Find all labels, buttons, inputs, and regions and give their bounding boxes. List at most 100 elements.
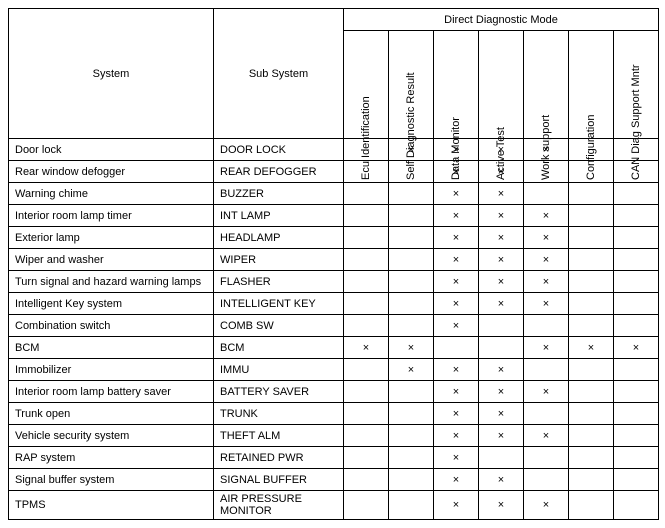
cell-mode-mark: × [479, 227, 524, 249]
table-row: Rear window defoggerREAR DEFOGGER×× [9, 161, 659, 183]
cell-mode-mark: × [614, 337, 659, 359]
cell-mode-mark [344, 293, 389, 315]
cell-mode-mark [389, 469, 434, 491]
cell-mode-mark [389, 183, 434, 205]
cell-mode-mark: × [479, 403, 524, 425]
cell-mode-mark [569, 381, 614, 403]
cell-mode-mark [614, 425, 659, 447]
header-mode-configuration: Configuration [569, 31, 614, 139]
table-row: Intelligent Key systemINTELLIGENT KEY××× [9, 293, 659, 315]
cell-mode-mark [344, 205, 389, 227]
cell-mode-mark [569, 491, 614, 520]
cell-mode-mark [614, 447, 659, 469]
cell-mode-mark: × [479, 381, 524, 403]
cell-sub-system: INT LAMP [214, 205, 344, 227]
cell-mode-mark [614, 469, 659, 491]
header-mode-label: Active Test [495, 72, 507, 180]
diagnostic-mode-table: System Sub System Direct Diagnostic Mode… [8, 8, 659, 520]
cell-system: Signal buffer system [9, 469, 214, 491]
cell-system: Turn signal and hazard warning lamps [9, 271, 214, 293]
cell-mode-mark [524, 403, 569, 425]
cell-system: Door lock [9, 139, 214, 161]
cell-mode-mark [434, 337, 479, 359]
table-row: Wiper and washerWIPER××× [9, 249, 659, 271]
cell-mode-mark [614, 271, 659, 293]
cell-mode-mark: × [479, 359, 524, 381]
cell-mode-mark [344, 469, 389, 491]
cell-mode-mark [569, 447, 614, 469]
cell-mode-mark: × [479, 293, 524, 315]
table-row: Trunk openTRUNK×× [9, 403, 659, 425]
cell-mode-mark [569, 293, 614, 315]
cell-mode-mark [614, 381, 659, 403]
cell-system: Immobilizer [9, 359, 214, 381]
cell-mode-mark [344, 447, 389, 469]
cell-sub-system: DOOR LOCK [214, 139, 344, 161]
cell-mode-mark [614, 315, 659, 337]
cell-mode-mark [389, 293, 434, 315]
table-row: Exterior lampHEADLAMP××× [9, 227, 659, 249]
cell-sub-system: COMB SW [214, 315, 344, 337]
cell-mode-mark [614, 227, 659, 249]
cell-mode-mark [389, 491, 434, 520]
cell-mode-mark: × [434, 293, 479, 315]
cell-mode-mark: × [389, 359, 434, 381]
cell-mode-mark: × [389, 337, 434, 359]
table-row: ImmobilizerIMMU××× [9, 359, 659, 381]
cell-mode-mark: × [569, 337, 614, 359]
cell-mode-mark [344, 381, 389, 403]
cell-mode-mark [389, 315, 434, 337]
cell-mode-mark [524, 359, 569, 381]
cell-mode-mark [389, 205, 434, 227]
cell-mode-mark [479, 315, 524, 337]
table-row: TPMSAIR PRESSURE MONITOR××× [9, 491, 659, 520]
cell-mode-mark: × [434, 205, 479, 227]
cell-mode-mark: × [524, 227, 569, 249]
cell-mode-mark: × [344, 337, 389, 359]
cell-mode-mark [614, 403, 659, 425]
cell-mode-mark [569, 271, 614, 293]
cell-sub-system: THEFT ALM [214, 425, 344, 447]
cell-mode-mark [389, 447, 434, 469]
header-mode-active-test: Active Test [479, 31, 524, 139]
cell-mode-mark [614, 293, 659, 315]
table-row: Vehicle security systemTHEFT ALM××× [9, 425, 659, 447]
cell-sub-system: AIR PRESSURE MONITOR [214, 491, 344, 520]
header-mode-ecu-identification: Ecu Identification [344, 31, 389, 139]
cell-mode-mark [569, 249, 614, 271]
cell-mode-mark [389, 249, 434, 271]
cell-mode-mark [479, 447, 524, 469]
cell-mode-mark [569, 359, 614, 381]
cell-sub-system: REAR DEFOGGER [214, 161, 344, 183]
cell-system: Rear window defogger [9, 161, 214, 183]
header-mode-label: Work support [540, 72, 552, 180]
cell-mode-mark [569, 205, 614, 227]
cell-mode-mark: × [524, 293, 569, 315]
cell-mode-mark: × [434, 425, 479, 447]
cell-mode-mark: × [434, 271, 479, 293]
cell-mode-mark [479, 337, 524, 359]
cell-sub-system: FLASHER [214, 271, 344, 293]
table-row: BCMBCM××××× [9, 337, 659, 359]
cell-mode-mark: × [434, 359, 479, 381]
cell-sub-system: BATTERY SAVER [214, 381, 344, 403]
cell-mode-mark: × [524, 205, 569, 227]
header-mode-label: Self Diagnostic Result [405, 72, 417, 180]
cell-sub-system: BUZZER [214, 183, 344, 205]
cell-system: Trunk open [9, 403, 214, 425]
cell-mode-mark [569, 469, 614, 491]
cell-mode-mark [344, 425, 389, 447]
cell-sub-system: BCM [214, 337, 344, 359]
cell-mode-mark [569, 425, 614, 447]
header-system: System [9, 9, 214, 139]
cell-mode-mark [569, 227, 614, 249]
cell-sub-system: INTELLIGENT KEY [214, 293, 344, 315]
cell-mode-mark: × [479, 205, 524, 227]
cell-mode-mark [524, 315, 569, 337]
cell-mode-mark [524, 469, 569, 491]
header-mode-self-diagnostic: Self Diagnostic Result [389, 31, 434, 139]
header-sub-system: Sub System [214, 9, 344, 139]
cell-mode-mark: × [434, 469, 479, 491]
cell-mode-mark [344, 271, 389, 293]
header-mode-can-diag-support: CAN Diag Support Mntr [614, 31, 659, 139]
